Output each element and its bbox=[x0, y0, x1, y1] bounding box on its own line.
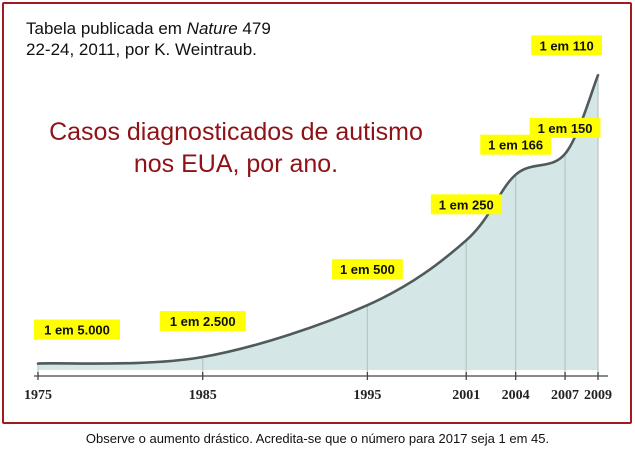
value-label-text: 1 em 5.000 bbox=[44, 323, 110, 338]
caption: Observe o aumento drástico. Acredita-se … bbox=[85, 431, 550, 446]
source-line-2: 22-24, 2011, por K. Weintraub. bbox=[26, 40, 257, 59]
value-label: 1 em 166 bbox=[480, 134, 552, 155]
value-label-bg bbox=[531, 35, 602, 56]
value-label: 1 em 110 bbox=[531, 35, 602, 56]
x-axis: 1975 1985 1995 2001 2004 2007 2009 bbox=[24, 372, 612, 403]
chart-title-line-2: nos EUA, por ano. bbox=[133, 150, 339, 178]
x-tick-label: 2004 bbox=[502, 388, 530, 403]
source-note: Tabela publicada em Nature 479 22-24, 20… bbox=[26, 18, 271, 60]
value-label-text: 1 em 250 bbox=[439, 197, 494, 212]
chart-title: Casos diagnosticados de autismo nos EUA,… bbox=[22, 116, 450, 180]
value-label: 1 em 150 bbox=[529, 117, 601, 138]
area-fill bbox=[38, 75, 598, 371]
value-label-bg bbox=[480, 134, 552, 155]
x-tick-label: 1995 bbox=[353, 388, 381, 403]
chart-title-line-1: Casos diagnosticados de autismo bbox=[49, 118, 423, 146]
value-label-bg bbox=[430, 194, 502, 215]
x-tick-label: 1985 bbox=[189, 388, 217, 403]
value-label: 1 em 5.000 bbox=[34, 319, 120, 340]
area-fill-layer bbox=[38, 75, 598, 371]
value-label-text: 1 em 2.500 bbox=[170, 314, 236, 329]
chart-svg: 1975 1985 1995 2001 2004 2007 2009 1 em 5.0001… bbox=[24, 35, 612, 403]
value-label-text: 1 em 500 bbox=[340, 262, 395, 277]
x-tick-label: 2009 bbox=[584, 388, 612, 403]
source-prefix: Tabela publicada em bbox=[26, 19, 187, 38]
value-label: 1 em 250 bbox=[430, 194, 502, 215]
x-tick-label: 2007 bbox=[551, 388, 579, 403]
x-tick-label: 2001 bbox=[452, 388, 480, 403]
value-label-text: 1 em 150 bbox=[538, 121, 593, 136]
source-volume: 479 bbox=[237, 19, 271, 38]
chart-frame: 1975 1985 1995 2001 2004 2007 2009 1 em 5.000 1… bbox=[2, 2, 632, 424]
value-label: 1 em 2.500 bbox=[159, 311, 246, 332]
value-label-bg bbox=[159, 311, 246, 332]
x-tick-label: 1975 bbox=[24, 388, 52, 403]
source-journal: Nature bbox=[186, 19, 238, 38]
value-label-text: 1 em 166 bbox=[488, 138, 543, 153]
data-curve bbox=[36, 73, 600, 365]
value-label-bg bbox=[332, 259, 403, 280]
value-label-text: 1 em 110 bbox=[539, 38, 593, 53]
source-line-1: Tabela publicada em Nature 479 bbox=[26, 18, 271, 39]
value-label-bg bbox=[34, 319, 120, 340]
value-label-bg bbox=[529, 117, 601, 138]
data-label-layer: 1 em 5.000 1 em 2.500 1 em 500 1 em 250 1 em… bbox=[34, 35, 602, 340]
value-label: 1 em 500 bbox=[332, 259, 403, 280]
